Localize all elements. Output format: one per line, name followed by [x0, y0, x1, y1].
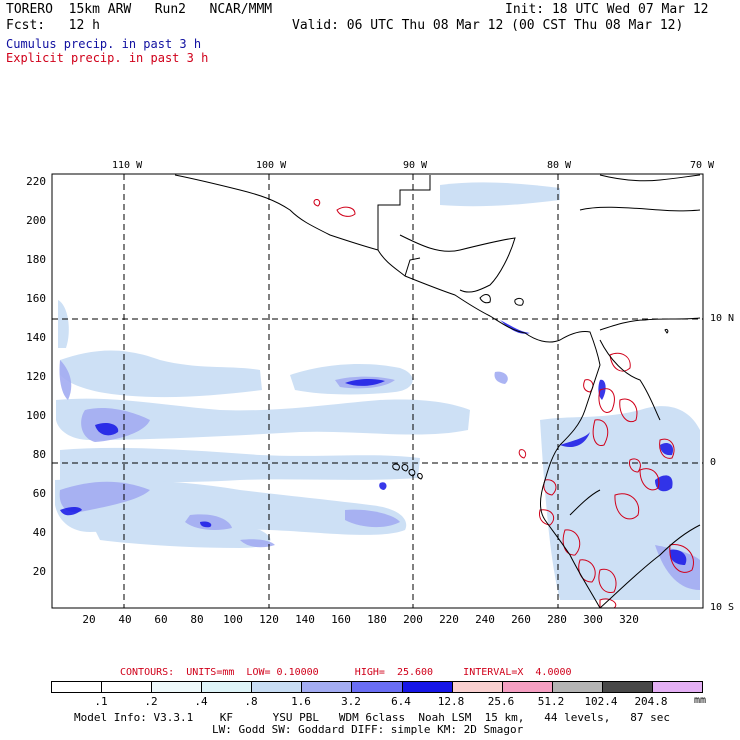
x-tick: 220: [439, 613, 459, 626]
coastlines: [174, 174, 701, 608]
colorbar-label: 1.6: [291, 695, 311, 708]
forecast-hour: Fcst: 12 h: [6, 18, 100, 33]
x-tick: 140: [295, 613, 315, 626]
x-tick: 100: [223, 613, 243, 626]
legend-explicit: Explicit precip. in past 3 h: [6, 51, 209, 65]
colorbar: [51, 681, 703, 693]
colorbar-segment: [102, 682, 153, 692]
init-time: Init: 18 UTC Wed 07 Mar 12: [505, 2, 709, 17]
colorbar-segment: [152, 682, 203, 692]
colorbar-label: 12.8: [437, 695, 465, 708]
y-tick: 40: [32, 526, 46, 539]
colorbar-segment: [552, 682, 603, 692]
colorbar-segment: [202, 682, 253, 692]
cumulus-precip-light: [55, 182, 700, 600]
model-physics: LW: Godd SW: Goddard DIFF: simple KM: 2D…: [212, 723, 524, 736]
x-tick: 240: [475, 613, 495, 626]
lon-label: 100 W: [256, 160, 287, 171]
contours-info: CONTOURS: UNITS=mm LOW= 0.10000 HIGH= 25…: [120, 667, 572, 678]
y-tick: 140: [26, 331, 46, 344]
cumulus-precip-heavy: [60, 320, 687, 565]
colorbar-label: 6.4: [391, 695, 411, 708]
explicit-precip-contours: [313, 199, 694, 608]
colorbar-segment: [602, 682, 653, 692]
x-tick: 180: [367, 613, 387, 626]
colorbar-label: 3.2: [341, 695, 361, 708]
lon-label: 80 W: [547, 160, 572, 171]
colorbar-segment: [302, 682, 353, 692]
colorbar-segment: [352, 682, 403, 692]
colorbar-segment: [452, 682, 503, 692]
x-tick: 320: [619, 613, 639, 626]
lat-label: 0: [710, 457, 717, 468]
legend-cumulus: Cumulus precip. in past 3 h: [6, 37, 202, 51]
y-tick: 80: [32, 448, 46, 461]
colorbar-label: 25.6: [487, 695, 515, 708]
x-tick: 280: [547, 613, 567, 626]
x-tick: 160: [331, 613, 351, 626]
lat-label: 10 N: [710, 313, 735, 324]
y-tick: 180: [26, 253, 46, 266]
y-tick: 60: [32, 487, 46, 500]
colorbar-label: .2: [144, 695, 158, 708]
model-info: Model Info: V3.3.1 KF YSU PBL WDM 6class…: [74, 711, 671, 724]
x-tick: 60: [154, 613, 168, 626]
colorbar-segment: [502, 682, 553, 692]
x-tick: 20: [82, 613, 96, 626]
colorbar-segment: [252, 682, 303, 692]
x-tick: 300: [583, 613, 603, 626]
colorbar-segment: [402, 682, 453, 692]
colorbar-label: .8: [244, 695, 258, 708]
x-tick: 200: [403, 613, 423, 626]
x-tick: 120: [259, 613, 279, 626]
y-tick: 200: [26, 214, 46, 227]
colorbar-label: .4: [194, 695, 208, 708]
colorbar-label: 102.4: [584, 695, 618, 708]
y-tick: 220: [26, 175, 46, 188]
lon-label: 110 W: [112, 160, 143, 171]
lat-lon-grid: [52, 174, 703, 608]
map-frame: [51, 173, 704, 609]
y-tick: 120: [26, 370, 46, 383]
valid-time: Valid: 06 UTC Thu 08 Mar 12 (00 CST Thu …: [292, 18, 684, 33]
colorbar-segment: [52, 682, 103, 692]
lon-label: 90 W: [403, 160, 428, 171]
colorbar-units: mm: [694, 695, 707, 706]
colorbar-segment: [652, 682, 703, 692]
lon-label: 70 W: [690, 160, 715, 171]
lat-label: 10 S: [710, 602, 735, 613]
x-tick: 40: [118, 613, 132, 626]
y-tick: 20: [32, 565, 46, 578]
colorbar-label: 204.8: [634, 695, 668, 708]
y-tick: 160: [26, 292, 46, 305]
colorbar-label: .1: [94, 695, 108, 708]
cumulus-precip-medium: [59, 360, 700, 590]
model-title: TORERO 15km ARW Run2 NCAR/MMM: [6, 2, 273, 17]
colorbar-label: 51.2: [537, 695, 565, 708]
y-tick: 100: [26, 409, 46, 422]
x-tick: 80: [190, 613, 204, 626]
x-tick: 260: [511, 613, 531, 626]
